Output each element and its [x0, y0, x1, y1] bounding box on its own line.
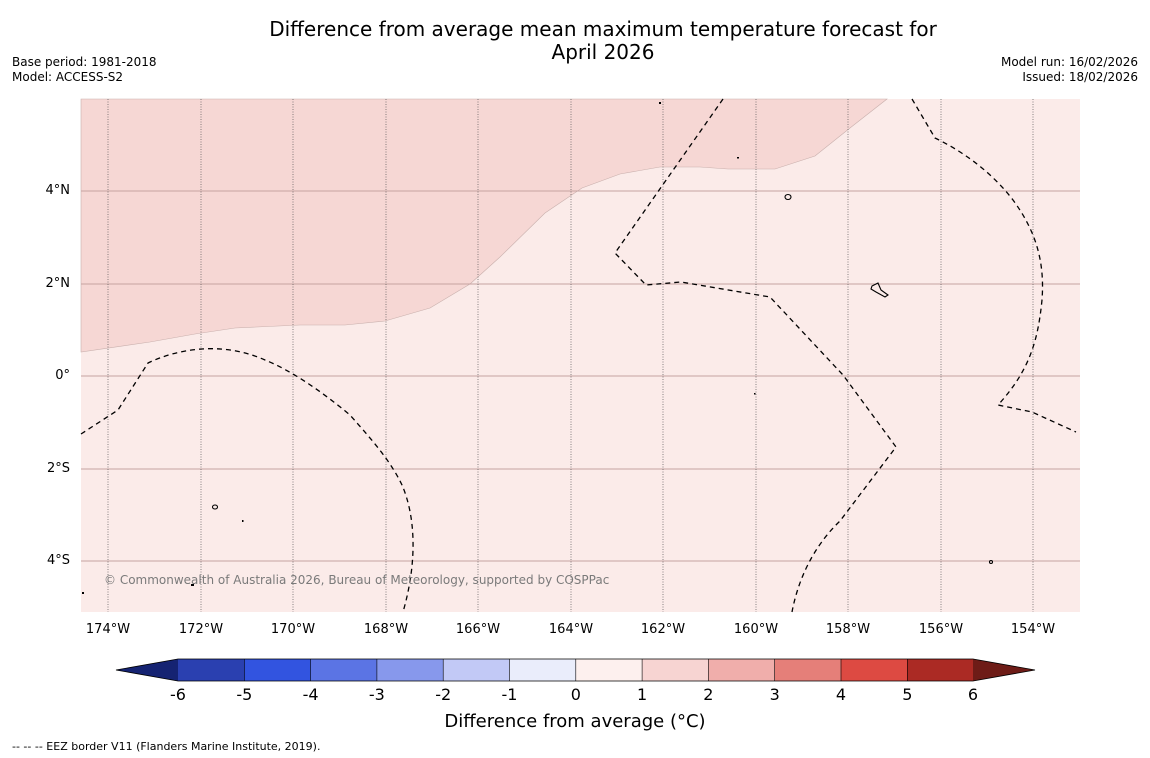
- latitude-gridlines: [81, 190, 1080, 562]
- lat-label-0: 0°: [55, 368, 70, 383]
- lon-label-172w: 172°W: [178, 622, 224, 637]
- colorbar: [115, 658, 1036, 682]
- lon-label-168w: 168°W: [363, 622, 409, 637]
- island: [784, 193, 792, 201]
- lat-label-4s: 4°S: [46, 553, 70, 568]
- lat-label-4n: 4°N: [45, 183, 71, 198]
- issued-date: Issued: 18/02/2026: [1022, 70, 1138, 84]
- colorbar-tick: -3: [368, 685, 385, 704]
- colorbar-tick: 1: [637, 685, 648, 704]
- colorbar-tick: -2: [435, 685, 452, 704]
- island: [988, 559, 994, 565]
- lon-label-164w: 164°W: [548, 622, 594, 637]
- islet: [82, 592, 84, 594]
- eez-borders: [80, 98, 1077, 613]
- colorbar-tick: -5: [236, 685, 253, 704]
- chart-title: Difference from average mean maximum tem…: [0, 18, 1150, 64]
- colorbar-tick: 3: [769, 685, 780, 704]
- island: [211, 504, 219, 510]
- title-line-1: Difference from average mean maximum tem…: [269, 17, 937, 41]
- colorbar-segment: [178, 659, 245, 681]
- lon-label-156w: 156°W: [918, 622, 964, 637]
- eez-footnote: -- -- -- EEZ border V11 (Flanders Marine…: [12, 740, 321, 753]
- title-line-2: April 2026: [551, 40, 655, 64]
- colorbar-outline: [115, 658, 1036, 682]
- colorbar-segment: [443, 659, 510, 681]
- meta-left: Base period: 1981-2018 Model: ACCESS-S2: [12, 55, 157, 85]
- lat-label-2n: 2°N: [45, 276, 71, 291]
- lon-label-170w: 170°W: [270, 622, 316, 637]
- colorbar-segment: [376, 659, 444, 681]
- base-period: Base period: 1981-2018: [12, 55, 157, 69]
- colorbar-segment: [907, 659, 973, 681]
- meta-right: Model run: 16/02/2026 Issued: 18/02/2026: [1001, 55, 1138, 85]
- anomaly-region-1-2: [80, 98, 888, 353]
- colorbar-segment: [841, 659, 908, 681]
- colorbar-tick: 5: [902, 685, 913, 704]
- islet: [191, 584, 194, 586]
- colorbar-tick: 0: [570, 685, 581, 704]
- islet: [242, 520, 244, 522]
- lon-label-162w: 162°W: [640, 622, 686, 637]
- colorbar-tick: -4: [302, 685, 319, 704]
- colorbar-segment: [310, 659, 377, 681]
- islands: [211, 193, 994, 565]
- lon-label-154w: 154°W: [1010, 622, 1056, 637]
- islet: [754, 393, 756, 395]
- colorbar-segment: [642, 659, 709, 681]
- colorbar-title: Difference from average (°C): [444, 711, 706, 732]
- colorbar-tick: 2: [703, 685, 714, 704]
- islets: [82, 102, 756, 594]
- colorbar-segment: [774, 659, 841, 681]
- eez-border-east: [911, 98, 1077, 433]
- longitude-gridlines: [107, 99, 1034, 612]
- colorbar-tick: -6: [170, 685, 186, 704]
- model-run: Model run: 16/02/2026: [1000, 55, 1138, 69]
- colorbar-arrow-low: [116, 659, 178, 681]
- colorbar-segment: [708, 659, 775, 681]
- colorbar-segment: [575, 659, 643, 681]
- colorbar-tick: 4: [835, 685, 847, 704]
- islet: [737, 157, 739, 159]
- lon-label-160w: 160°W: [733, 622, 779, 637]
- colorbar-tick: -1: [501, 685, 518, 704]
- copyright-notice: © Commonwealth of Australia 2026, Bureau…: [104, 573, 610, 587]
- lon-label-174w: 174°W: [85, 622, 131, 637]
- eez-border-west: [80, 348, 414, 613]
- island: [870, 282, 889, 298]
- colorbar-segment: [509, 659, 576, 681]
- colorbar-arrow-high: [973, 659, 1035, 681]
- colorbar-tick: 6: [967, 685, 979, 704]
- lon-label-158w: 158°W: [825, 622, 871, 637]
- colorbar-segment: [244, 659, 311, 681]
- eez-border-central: [614, 98, 897, 613]
- colorbar-separators: [244, 659, 908, 681]
- islet: [659, 102, 661, 104]
- lon-label-166w: 166°W: [455, 622, 501, 637]
- model-name: Model: ACCESS-S2: [12, 70, 124, 84]
- lat-label-2s: 2°S: [46, 461, 70, 476]
